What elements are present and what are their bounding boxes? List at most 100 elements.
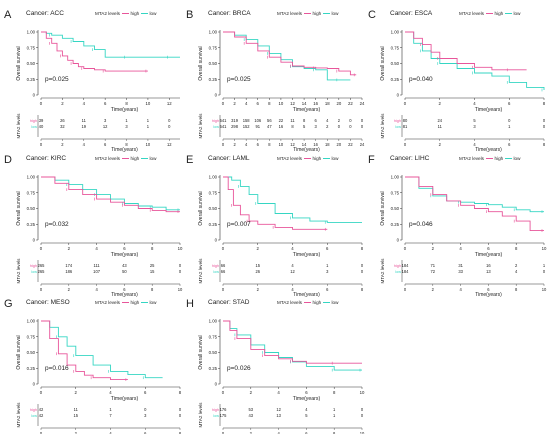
risk-row-high-label: high (394, 264, 401, 268)
y-tick-label: 0.25 (27, 77, 36, 82)
x-tick-label: 0 (40, 390, 43, 395)
panel-title: Cancer: MESO (26, 299, 70, 306)
x-tick-label: 18 (325, 101, 330, 106)
km-panel-f: F Cancer: LIHC MTA2 levels high low 0 0.25 0.50… (368, 154, 547, 298)
risk-count-high: 5 (473, 118, 476, 123)
risk-count-high: 1 (326, 263, 329, 268)
risk-row-high-label: high (212, 119, 219, 123)
risk-count-low: 72 (431, 269, 436, 274)
x-tick-label: 8 (515, 246, 518, 251)
risk-count-low: 541 (220, 124, 228, 129)
km-curve-high (223, 31, 357, 76)
risk-count-high: 541 (220, 118, 228, 123)
risk-count-high: 265 (38, 263, 46, 268)
risk-table-time: 10 (279, 142, 284, 147)
x-tick-label: 0 (404, 246, 407, 251)
risk-count-high: 158 (243, 118, 251, 123)
y-axis-label: Overall survival (380, 191, 386, 225)
risk-count-high: 106 (254, 118, 262, 123)
y-axis-label: Overall survival (198, 46, 204, 80)
risk-count-low: 175 (220, 413, 228, 418)
risk-count-low: 2 (326, 124, 329, 129)
risk-count-low: 47 (267, 124, 272, 129)
risk-count-low: 5 (305, 413, 308, 418)
p-value: p=0.046 (409, 221, 433, 228)
risk-count-high: 0 (349, 118, 352, 123)
risk-table-time: 6 (123, 287, 126, 292)
km-curve-high (223, 176, 328, 230)
risk-count-low: 265 (38, 269, 46, 274)
panel-title: Cancer: LIHC (390, 155, 430, 162)
risk-table-time: 0 (222, 142, 225, 147)
risk-count-low: 40 (39, 124, 44, 129)
y-tick-label: 0.50 (27, 61, 36, 66)
risk-table-time: 8 (515, 287, 518, 292)
risk-count-low: 4 (515, 269, 518, 274)
y-axis-label: Overall survival (380, 46, 386, 80)
risk-count-high: 2 (338, 118, 341, 123)
km-panel-g: G Cancer: MESO MTA2 levels high low 0 0.25 0.50… (4, 298, 182, 434)
risk-count-high: 1 (333, 407, 336, 412)
risk-row-high-label: high (30, 264, 37, 268)
risk-count-low: 0 (349, 124, 352, 129)
risk-count-high: 184 (402, 263, 410, 268)
x-tick-label: 4 (473, 101, 476, 106)
p-value: p=0.007 (227, 221, 251, 228)
risk-count-low: 42 (39, 413, 44, 418)
risk-table-time: 6 (487, 287, 490, 292)
km-panel-b: B Cancer: BRCA MTA2 levels high low 0 0.25 0.50… (186, 9, 365, 153)
risk-count-high: 1 (147, 118, 150, 123)
x-tick-label: 8 (151, 246, 154, 251)
x-tick-label: 10 (146, 101, 151, 106)
x-tick-label: 6 (305, 390, 308, 395)
panel-title: Cancer: ESCA (390, 10, 433, 17)
risk-count-high: 0 (168, 118, 171, 123)
y-tick-label: 0.25 (27, 222, 36, 227)
risk-count-low: 8 (291, 124, 294, 129)
y-tick-label: 0.75 (209, 45, 218, 50)
legend-title: MTA2 levels (95, 156, 121, 161)
risk-table-label: MTA2 levels (16, 113, 21, 139)
risk-count-low: 13 (486, 269, 491, 274)
y-axis-label: Overall survival (16, 335, 22, 369)
risk-table-x-label: Time(years) (475, 147, 502, 153)
p-value: p=0.025 (45, 76, 69, 83)
risk-count-high: 25 (150, 263, 155, 268)
y-tick-label: 0.50 (391, 61, 400, 66)
risk-count-high: 0 (179, 263, 182, 268)
x-tick-label: 0 (222, 390, 225, 395)
legend-title: MTA2 levels (277, 300, 303, 305)
risk-table-time: 8 (125, 142, 128, 147)
km-curve-high (223, 320, 362, 364)
risk-table-time: 2 (75, 431, 78, 434)
risk-count-high: 0 (361, 118, 364, 123)
y-tick-label: 0.50 (209, 350, 218, 355)
risk-table-label: MTA2 levels (16, 402, 21, 428)
risk-table-time: 20 (337, 142, 342, 147)
risk-table-time: 16 (313, 142, 318, 147)
panel-title: Cancer: STAD (208, 299, 250, 306)
risk-table-time: 22 (348, 142, 353, 147)
risk-table-time: 8 (333, 431, 336, 434)
x-tick-label: 16 (313, 101, 318, 106)
x-tick-label: 4 (109, 390, 112, 395)
x-tick-label: 6 (487, 246, 490, 251)
x-tick-label: 6 (123, 246, 126, 251)
risk-table-time: 0 (40, 431, 43, 434)
risk-count-low: 5 (303, 124, 306, 129)
risk-table-x-label: Time(years) (111, 292, 138, 298)
risk-table-time: 18 (325, 142, 330, 147)
x-tick-label: 4 (277, 390, 280, 395)
panel-title: Cancer: LAML (208, 155, 250, 162)
risk-count-low: 43 (249, 413, 254, 418)
legend-high-label: high (495, 156, 504, 161)
risk-count-high: 12 (276, 407, 281, 412)
risk-table-time: 0 (404, 142, 407, 147)
risk-count-high: 56 (267, 118, 272, 123)
legend-low-label: low (514, 156, 522, 161)
km-curve-low (41, 31, 180, 58)
y-tick-label: 0.75 (209, 190, 218, 195)
risk-count-high: 31 (458, 263, 463, 268)
risk-count-low: 3 (144, 413, 147, 418)
panel-letter: F (368, 154, 375, 166)
